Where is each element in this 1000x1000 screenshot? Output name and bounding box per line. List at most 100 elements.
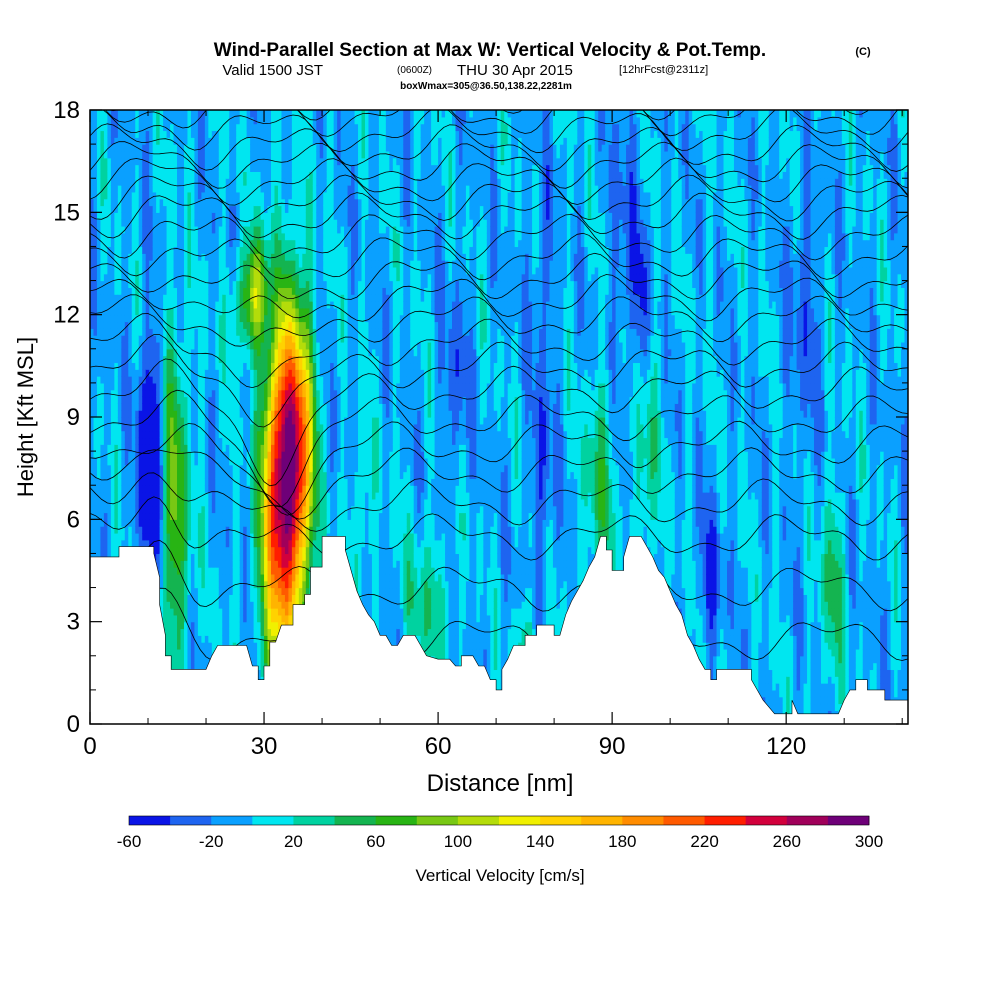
velocity-cell	[153, 199, 157, 206]
velocity-cell	[219, 369, 223, 376]
velocity-cell	[198, 356, 202, 363]
velocity-cell	[222, 506, 226, 513]
velocity-cell	[268, 192, 272, 199]
velocity-cell	[97, 376, 101, 383]
velocity-cell	[278, 553, 282, 560]
velocity-cell	[268, 219, 272, 226]
velocity-cell	[100, 362, 104, 369]
velocity-cell	[104, 465, 108, 472]
velocity-cell	[233, 410, 237, 417]
velocity-cell	[160, 274, 164, 281]
velocity-cell	[121, 431, 125, 438]
velocity-cell	[243, 472, 247, 479]
velocity-cell	[125, 151, 129, 158]
velocity-cell	[128, 410, 132, 417]
velocity-cell	[264, 212, 268, 219]
velocity-cell	[128, 192, 132, 199]
velocity-cell	[163, 267, 167, 274]
velocity-cell	[142, 281, 146, 288]
velocity-cell	[125, 437, 129, 444]
velocity-cell	[194, 356, 198, 363]
velocity-cell	[128, 301, 132, 308]
velocity-cell	[114, 390, 118, 397]
velocity-cell	[208, 233, 212, 240]
velocity-cell	[128, 451, 132, 458]
velocity-cell	[167, 417, 171, 424]
velocity-cell	[121, 253, 125, 260]
velocity-cell	[257, 342, 261, 349]
velocity-cell	[219, 144, 223, 151]
velocity-cell	[93, 369, 97, 376]
velocity-cell	[135, 519, 139, 526]
velocity-cell	[181, 130, 185, 137]
velocity-cell	[236, 601, 240, 608]
velocity-cell	[170, 465, 174, 472]
velocity-cell	[222, 403, 226, 410]
velocity-cell	[107, 117, 111, 124]
velocity-cell	[233, 615, 237, 622]
velocity-cell	[170, 376, 174, 383]
velocity-cell	[132, 240, 136, 247]
velocity-cell	[226, 560, 230, 567]
velocity-cell	[187, 117, 191, 124]
velocity-cell	[104, 117, 108, 124]
velocity-cell	[271, 472, 275, 479]
velocity-cell	[208, 349, 212, 356]
velocity-cell	[198, 533, 202, 540]
velocity-cell	[149, 485, 153, 492]
velocity-cell	[153, 342, 157, 349]
velocity-cell	[229, 601, 233, 608]
velocity-cell	[125, 165, 129, 172]
velocity-cell	[274, 376, 278, 383]
velocity-cell	[274, 151, 278, 158]
velocity-cell	[261, 444, 265, 451]
velocity-cell	[118, 219, 122, 226]
velocity-cell	[160, 519, 164, 526]
velocity-cell	[184, 628, 188, 635]
velocity-cell	[264, 328, 268, 335]
velocity-cell	[142, 178, 146, 185]
velocity-cell	[247, 417, 251, 424]
velocity-cell	[274, 349, 278, 356]
velocity-cell	[236, 294, 240, 301]
velocity-cell	[261, 519, 265, 526]
velocity-cell	[226, 369, 230, 376]
velocity-cell	[233, 526, 237, 533]
velocity-cell	[118, 151, 122, 158]
velocity-cell	[250, 553, 254, 560]
velocity-cell	[219, 615, 223, 622]
velocity-cell	[100, 417, 104, 424]
velocity-cell	[219, 506, 223, 513]
velocity-cell	[167, 403, 171, 410]
velocity-cell	[139, 397, 143, 404]
velocity-cell	[278, 451, 282, 458]
velocity-cell	[257, 465, 261, 472]
velocity-cell	[194, 540, 198, 547]
velocity-cell	[181, 274, 185, 281]
velocity-cell	[243, 308, 247, 315]
velocity-cell	[243, 628, 247, 635]
velocity-cell	[201, 267, 205, 274]
velocity-cell	[107, 267, 111, 274]
velocity-cell	[243, 410, 247, 417]
velocity-cell	[261, 628, 265, 635]
velocity-cell	[261, 608, 265, 615]
velocity-cell	[104, 513, 108, 520]
velocity-cell	[146, 246, 150, 253]
velocity-cell	[125, 506, 129, 513]
velocity-cell	[146, 437, 150, 444]
velocity-cell	[194, 124, 198, 131]
velocity-cell	[181, 472, 185, 479]
velocity-cell	[205, 403, 209, 410]
velocity-cell	[212, 267, 216, 274]
velocity-cell	[250, 397, 254, 404]
velocity-cell	[205, 444, 209, 451]
velocity-cell	[274, 130, 278, 137]
velocity-cell	[167, 553, 171, 560]
velocity-cell	[146, 431, 150, 438]
velocity-cell	[268, 560, 272, 567]
velocity-cell	[247, 199, 251, 206]
velocity-cell	[247, 335, 251, 342]
velocity-cell	[229, 287, 233, 294]
velocity-cell	[205, 519, 209, 526]
